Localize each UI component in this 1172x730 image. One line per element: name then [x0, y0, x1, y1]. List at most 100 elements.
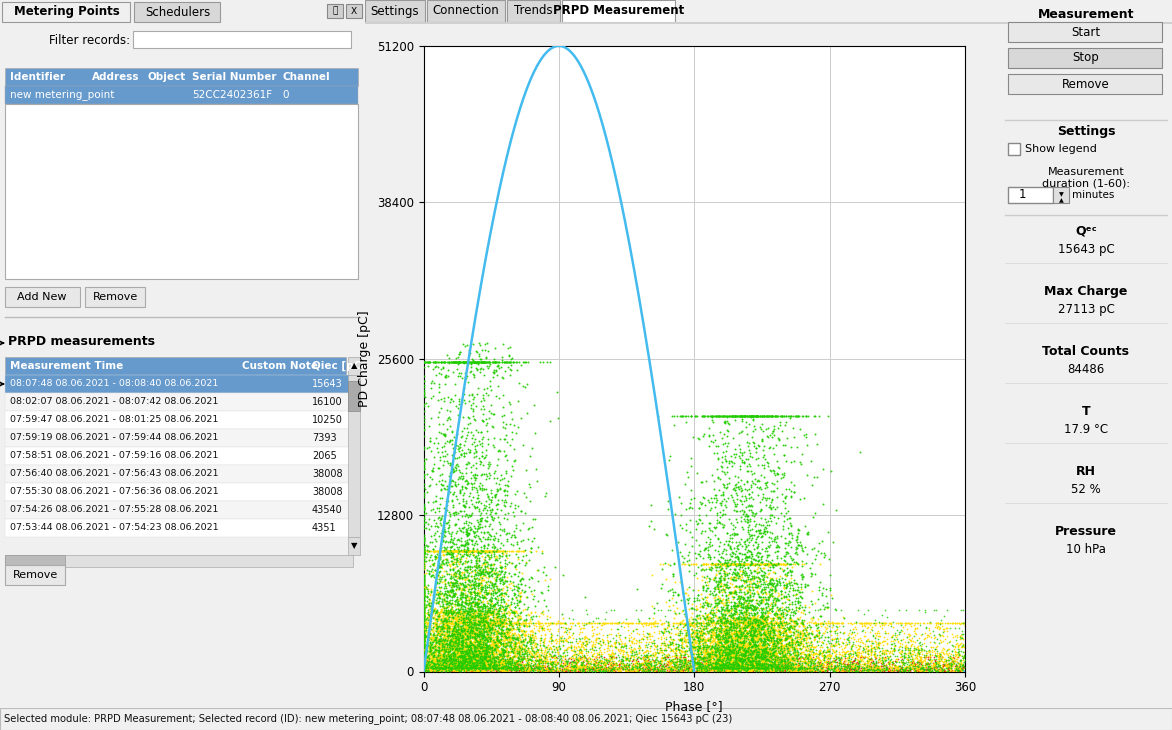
Point — [464, 625, 483, 637]
Point — [458, 526, 477, 538]
Point — [581, 657, 600, 669]
Point — [689, 664, 708, 675]
Point — [864, 617, 883, 629]
Point — [447, 518, 465, 529]
Point — [457, 525, 476, 537]
Point — [708, 651, 727, 663]
Point — [736, 658, 755, 669]
Point — [456, 653, 475, 665]
Point — [462, 597, 481, 609]
Point — [455, 356, 473, 368]
Point — [507, 637, 526, 649]
Point — [440, 649, 458, 661]
Point — [714, 602, 732, 613]
Point — [693, 662, 711, 674]
Point — [757, 661, 776, 673]
Point — [777, 547, 796, 558]
Point — [454, 653, 472, 664]
Point — [811, 661, 830, 672]
Point — [462, 656, 481, 667]
Point — [830, 657, 849, 669]
Point — [420, 656, 438, 667]
Point — [465, 653, 484, 665]
Point — [730, 591, 749, 602]
Point — [573, 663, 592, 675]
Point — [668, 623, 687, 634]
Point — [742, 663, 761, 675]
Point — [414, 657, 432, 669]
Point — [732, 629, 751, 640]
Point — [713, 410, 731, 422]
Point — [434, 536, 452, 548]
Point — [441, 586, 459, 598]
Point — [417, 545, 436, 556]
Point — [782, 639, 800, 650]
Point — [422, 412, 441, 424]
Point — [416, 666, 435, 677]
Point — [864, 637, 883, 649]
Point — [954, 618, 973, 629]
Point — [721, 577, 740, 588]
Point — [484, 619, 503, 631]
Point — [458, 664, 477, 675]
Point — [703, 657, 722, 669]
Point — [895, 664, 914, 675]
Point — [425, 656, 444, 668]
Point — [725, 652, 744, 664]
Point — [478, 619, 497, 631]
Point — [457, 610, 476, 622]
Point — [421, 641, 440, 653]
Point — [448, 626, 466, 638]
Point — [436, 662, 455, 674]
Point — [755, 471, 774, 483]
Point — [809, 656, 827, 668]
Point — [504, 659, 523, 671]
Point — [451, 650, 470, 661]
Point — [440, 665, 458, 677]
Point — [802, 635, 820, 647]
Point — [825, 662, 844, 674]
Point — [634, 617, 653, 629]
Point — [823, 616, 841, 628]
Point — [758, 650, 777, 661]
Point — [765, 533, 784, 545]
Point — [749, 458, 768, 470]
Point — [531, 642, 550, 653]
Point — [442, 661, 461, 672]
Point — [709, 614, 728, 626]
Point — [646, 654, 665, 666]
Point — [798, 632, 817, 644]
Point — [473, 650, 492, 662]
Point — [868, 660, 887, 672]
Point — [766, 639, 785, 650]
Point — [785, 661, 804, 672]
Point — [717, 658, 736, 669]
Point — [711, 644, 730, 656]
Point — [784, 664, 803, 675]
Point — [748, 645, 766, 656]
Point — [527, 653, 546, 665]
Point — [788, 618, 806, 630]
Point — [451, 651, 470, 663]
Point — [414, 615, 432, 626]
Point — [477, 621, 496, 633]
Point — [682, 665, 701, 677]
Point — [818, 526, 837, 538]
Point — [441, 636, 459, 648]
Point — [856, 647, 874, 658]
Point — [762, 410, 781, 422]
Point — [471, 636, 490, 648]
Point — [720, 477, 738, 488]
Point — [459, 620, 478, 632]
Point — [526, 654, 545, 666]
Point — [620, 635, 639, 647]
Point — [768, 631, 786, 643]
Point — [423, 650, 442, 661]
Point — [741, 620, 759, 632]
Point — [414, 583, 432, 595]
Point — [451, 484, 470, 496]
Point — [912, 629, 931, 641]
Point — [776, 632, 795, 644]
Point — [557, 624, 575, 636]
Point — [921, 641, 940, 653]
